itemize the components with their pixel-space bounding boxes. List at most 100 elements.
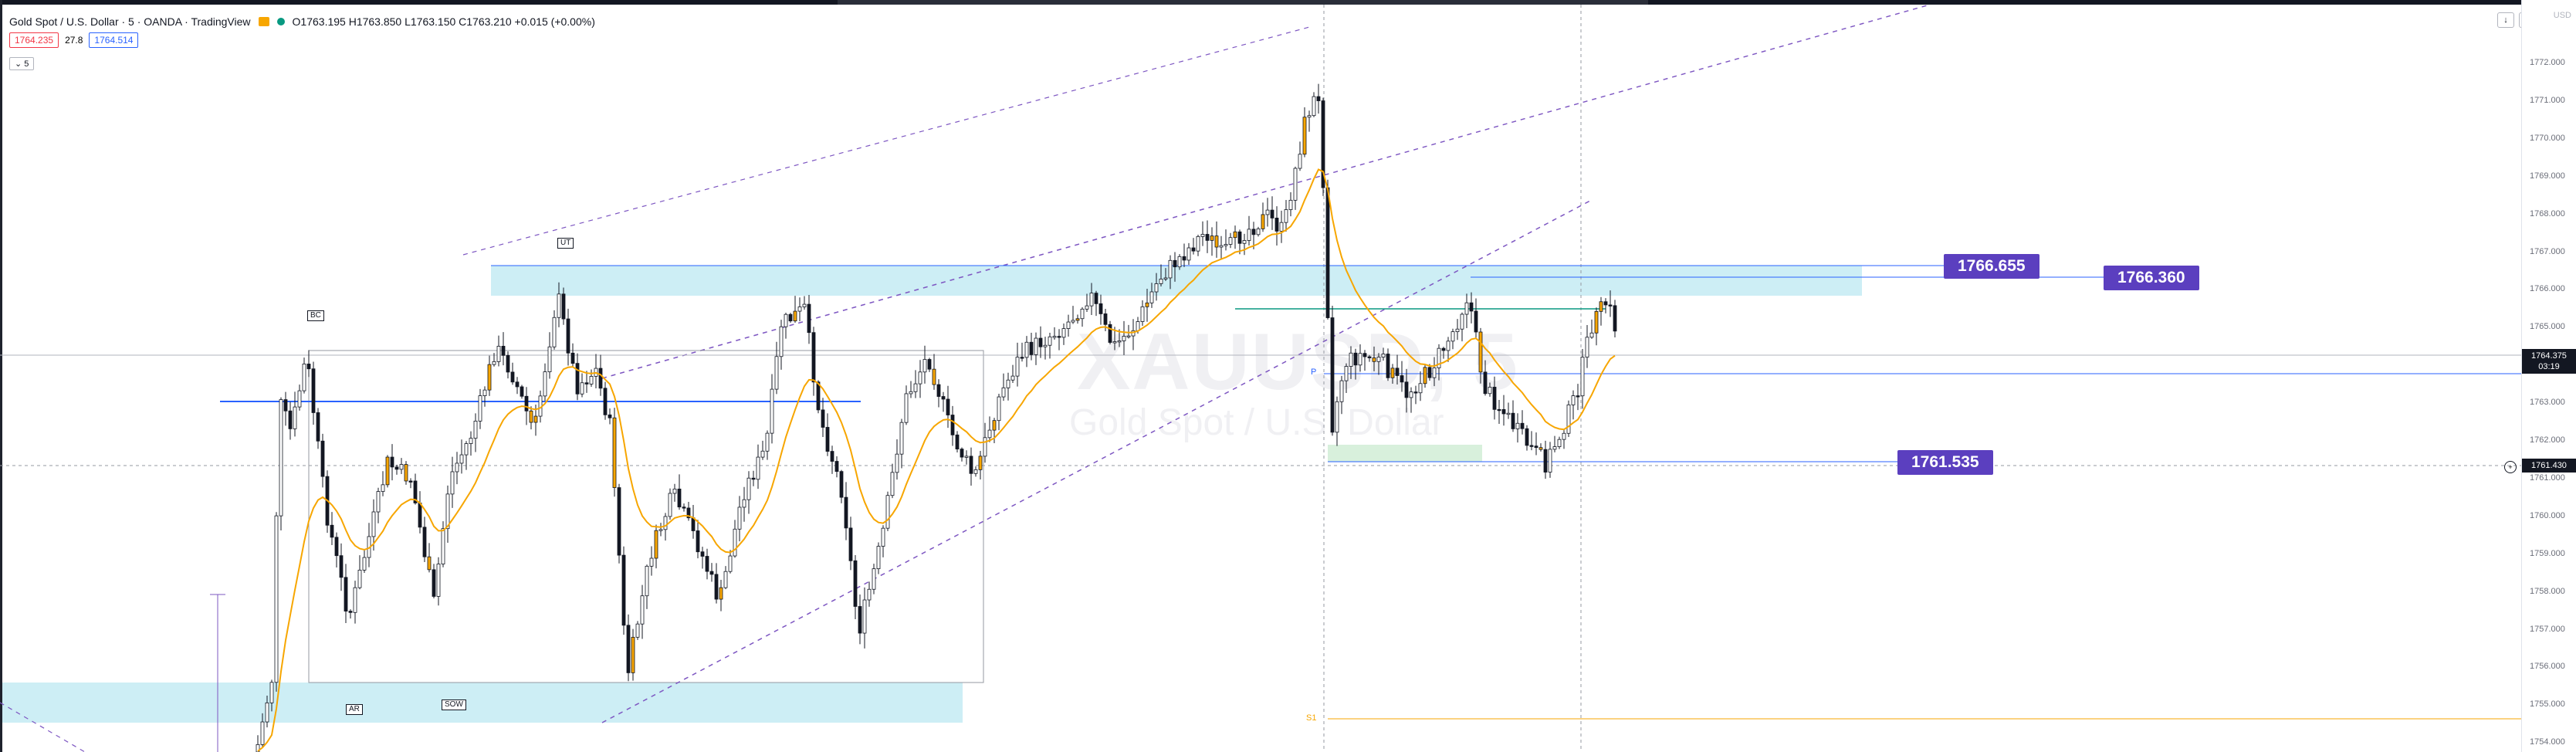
candle-body (1261, 214, 1265, 229)
candle-body (1274, 218, 1279, 232)
candle-body (1376, 357, 1381, 362)
candle-body (1140, 306, 1145, 322)
candle-body (1191, 247, 1196, 252)
candle-body (621, 554, 626, 626)
candle-body (756, 456, 760, 480)
candle-body (1168, 259, 1173, 279)
candle-body (737, 506, 742, 530)
candle-body (816, 381, 821, 411)
price-axis[interactable]: 1772.000 1771.000 1770.000 1769.000 1768.000… (2521, 0, 2576, 752)
bc-label: BC (307, 310, 324, 321)
candle-body (1413, 391, 1418, 394)
candle-body (520, 386, 524, 397)
candle-body (927, 359, 932, 370)
candle-body (645, 565, 649, 597)
candle-body (696, 530, 700, 553)
level-label-1[interactable]: 1766.655 (1944, 254, 2039, 279)
axis-tick: 1757.000 (2530, 624, 2565, 634)
candle-body (821, 409, 825, 428)
candle-body (1492, 387, 1497, 410)
candle-body (381, 484, 385, 492)
candle-body (1529, 445, 1534, 447)
axis-tick: 1770.000 (2530, 133, 2565, 143)
candle-body (1071, 320, 1075, 323)
candle-body (510, 371, 515, 383)
candle-body (1029, 341, 1034, 355)
candle-body (1265, 209, 1270, 215)
candle-body (348, 611, 353, 613)
candle-body (1525, 428, 1529, 446)
arrow-down-icon[interactable]: ↓ (2497, 12, 2514, 28)
candle-body (598, 368, 603, 389)
candle-body (1006, 379, 1010, 388)
candle-body (1293, 168, 1298, 201)
candle-body (1200, 234, 1205, 237)
candle-body (1608, 304, 1613, 307)
candle-body (973, 469, 978, 474)
candle-body (1214, 235, 1219, 248)
candle-body (1349, 352, 1353, 367)
candle-body (436, 564, 441, 597)
candle-body (570, 352, 575, 364)
candle-body (626, 625, 631, 673)
axis-tick: 1765.000 (2530, 322, 2565, 332)
candle-body (357, 570, 362, 588)
price-chart[interactable] (0, 0, 2521, 752)
candle-body (450, 471, 455, 495)
candle-body (1534, 445, 1538, 449)
axis-tick: 1763.000 (2530, 398, 2565, 408)
candle-body (950, 415, 955, 435)
candle-body (1233, 231, 1237, 239)
level-label-2[interactable]: 1766.360 (2104, 266, 2199, 290)
indicator-count: 5 (24, 59, 29, 69)
indicators-toggle[interactable]: ⌄ 5 (9, 57, 35, 70)
candle-body (969, 456, 973, 474)
candle-body (399, 464, 404, 470)
symbol-title[interactable]: Gold Spot / U.S. Dollar · 5 · OANDA · Tr… (9, 15, 251, 28)
candle-body (603, 388, 608, 415)
candle-body (862, 599, 867, 634)
candle-body (1344, 366, 1349, 381)
buy-price[interactable]: 1764.514 (89, 32, 139, 48)
candle-body (1478, 331, 1483, 373)
candle-body (1437, 347, 1441, 368)
sell-price[interactable]: 1764.235 (9, 32, 59, 48)
candle-body (1001, 387, 1006, 398)
candle-body (830, 451, 834, 462)
candle-body (1034, 337, 1038, 355)
candle-body (1279, 222, 1284, 232)
crosshair-plus-icon[interactable]: + (2504, 461, 2517, 473)
candle-body (1474, 310, 1478, 333)
candle-body (1219, 245, 1224, 248)
candle-body (784, 313, 788, 327)
axis-tick: 1771.000 (2530, 95, 2565, 105)
candle-body (663, 516, 668, 530)
candle-body (445, 493, 450, 530)
flag-icon[interactable] (258, 17, 269, 26)
candle-body (316, 412, 320, 442)
candle-body (1182, 256, 1186, 261)
market-open-icon (276, 18, 285, 25)
candle-body (691, 517, 696, 531)
candle-body (260, 721, 265, 745)
candle-body (1316, 96, 1321, 101)
candle-body (432, 569, 436, 597)
candle-body (1149, 291, 1154, 303)
candle-body (320, 440, 325, 477)
candle-body (964, 456, 969, 458)
candle-body (807, 303, 811, 334)
candle-body (1052, 336, 1057, 338)
lower-left-dash (0, 702, 86, 752)
candle-body (922, 359, 927, 373)
candle-body (1163, 277, 1168, 279)
axis-tick: 1761.000 (2530, 473, 2565, 483)
candle-body (1224, 244, 1228, 246)
candle-body (946, 398, 950, 415)
level-label-3[interactable]: 1761.535 (1897, 450, 1993, 475)
candle-body (543, 371, 547, 397)
channel-lower (601, 200, 1591, 723)
candle-body (1501, 408, 1506, 415)
axis-tick: 1759.000 (2530, 548, 2565, 558)
candle-body (297, 390, 302, 408)
axis-tick: 1758.000 (2530, 586, 2565, 596)
